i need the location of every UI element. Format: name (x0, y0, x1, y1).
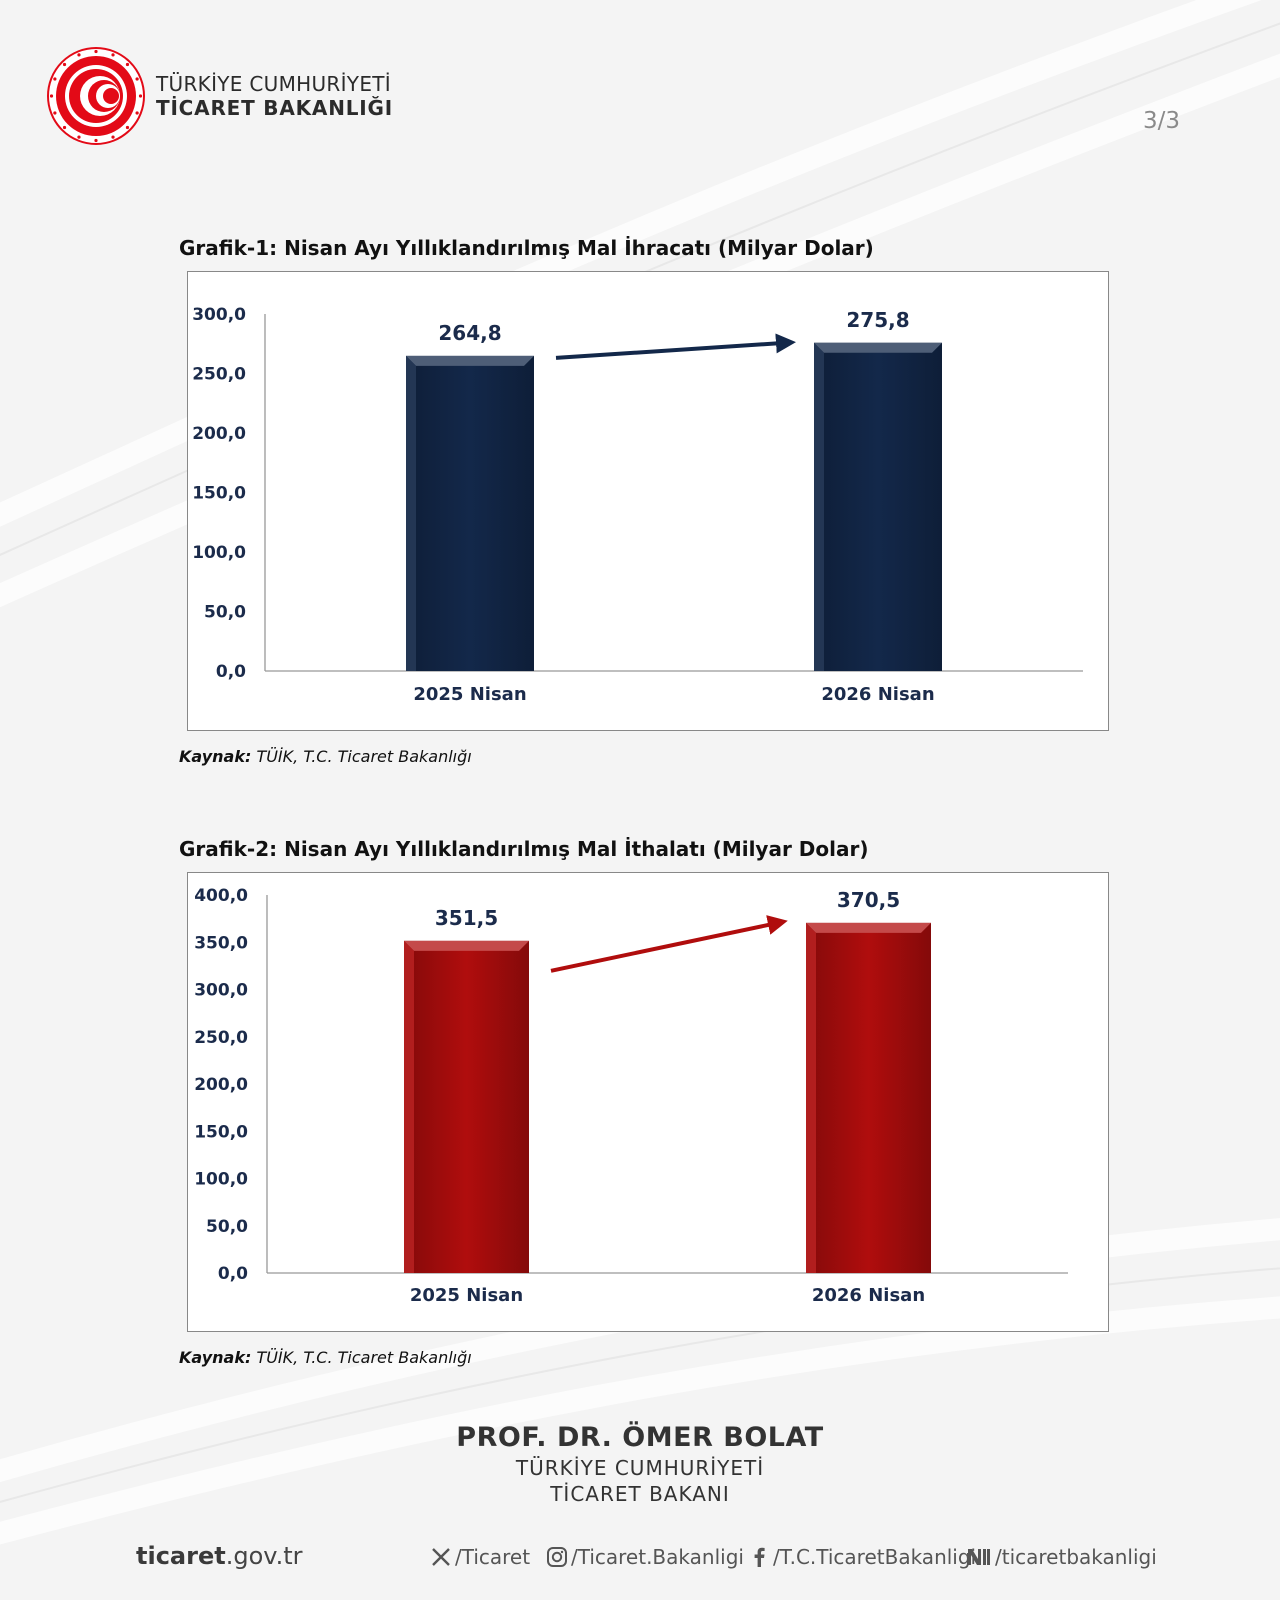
logo-star (53, 111, 57, 115)
social-label: /T.C.TicaretBakanligi (773, 1545, 977, 1569)
x-category-label: 2025 Nisan (410, 1285, 523, 1306)
y-tick-label: 0,0 (218, 1264, 248, 1284)
social-label: /Ticaret (455, 1545, 531, 1569)
bar (806, 922, 931, 1273)
y-tick-label: 0,0 (216, 662, 246, 682)
logo-star (53, 77, 57, 81)
site-rest: .gov.tr (225, 1542, 303, 1570)
trend-arrow-icon (550, 915, 788, 973)
minister-role-line1: TÜRKİYE CUMHURİYETİ (515, 1456, 765, 1480)
source-label: Kaynak: (179, 747, 252, 766)
nsosyal-icon (968, 1549, 990, 1565)
chart-2-title: Grafik-2: Nisan Ayı Yıllıklandırılmış Ma… (179, 837, 869, 861)
logo-star (77, 53, 81, 57)
social-label: /Ticaret.Bakanligi (571, 1545, 744, 1569)
org-name-line1: TÜRKİYE CUMHURİYETİ (156, 72, 391, 96)
trend-arrow-icon (555, 333, 796, 360)
footer: ticaret.gov.tr /Ticaret /Ticaret.Bakanli… (0, 1538, 1280, 1578)
ministry-header: TÜRKİYE CUMHURİYETİ TİCARET BAKANLIĞI (46, 46, 393, 146)
chart-1-title: Grafik-1: Nisan Ayı Yıllıklandırılmış Ma… (179, 236, 874, 260)
org-name-line2: TİCARET BAKANLIĞI (156, 96, 393, 120)
logo-star (49, 94, 54, 98)
chart-1-svg: 0,0 50,0 100,0 150,0 200,0 250,0 300,0 264,8 202… (192, 305, 1083, 705)
y-tick-label: 300,0 (194, 981, 248, 1001)
page-number: 3/3 (1142, 108, 1180, 134)
y-tick-label: 250,0 (194, 1028, 248, 1048)
logo-star (111, 135, 115, 139)
y-tick-label: 150,0 (192, 484, 246, 504)
bar-value-label: 370,5 (837, 888, 900, 912)
y-tick-label: 50,0 (206, 1217, 248, 1237)
x-category-label: 2025 Nisan (413, 684, 526, 705)
y-tick-label: 250,0 (192, 365, 246, 385)
social-nsosyal-link[interactable]: /ticaretbakanligi (966, 1545, 1157, 1569)
bar-value-label: 275,8 (846, 308, 909, 332)
minister-role-line2: TİCARET BAKANI (550, 1482, 730, 1506)
y-tick-label: 100,0 (192, 543, 246, 563)
source-text: TÜİK, T.C. Ticaret Bakanlığı (251, 1348, 472, 1367)
logo-star (77, 135, 81, 139)
bar-value-label: 351,5 (435, 906, 498, 930)
logo-star (138, 94, 143, 98)
logo-star (62, 62, 67, 67)
chart-1-frame: 0,0 50,0 100,0 150,0 200,0 250,0 300,0 264,8 202… (187, 271, 1109, 731)
logo-star (111, 53, 115, 57)
logo-star (94, 49, 98, 54)
minister-name: PROF. DR. ÖMER BOLAT (456, 1422, 824, 1453)
social-label: /ticaretbakanligi (995, 1545, 1157, 1569)
chart-2-svg: 0,0 50,0 100,0 150,0 200,0 250,0 300,0 350,0 400… (194, 886, 1068, 1306)
y-tick-label: 350,0 (194, 933, 248, 953)
x-category-label: 2026 Nisan (821, 684, 934, 705)
y-tick-label: 200,0 (194, 1075, 248, 1095)
logo-star (62, 125, 67, 130)
instagram-icon (547, 1547, 567, 1567)
chart-2-source: Kaynak: TÜİK, T.C. Ticaret Bakanlığı (179, 1348, 472, 1367)
bar-value-label: 264,8 (438, 321, 501, 345)
x-category-label: 2026 Nisan (812, 1285, 925, 1306)
ministry-logo-icon (47, 47, 145, 145)
logo-star (94, 138, 98, 143)
source-text: TÜİK, T.C. Ticaret Bakanlığı (251, 747, 472, 766)
website-link[interactable]: ticaret.gov.tr (136, 1542, 303, 1570)
bar (406, 355, 534, 671)
y-tick-label: 200,0 (192, 424, 246, 444)
y-tick-label: 150,0 (194, 1122, 248, 1142)
logo-star (125, 62, 130, 67)
logo-star (125, 125, 130, 130)
chart-2-frame: 0,0 50,0 100,0 150,0 200,0 250,0 300,0 350,0 400… (187, 872, 1109, 1332)
social-instagram-link[interactable]: /Ticaret.Bakanligi (546, 1545, 744, 1569)
logo-star (135, 111, 139, 115)
facebook-icon (754, 1547, 765, 1567)
social-facebook-link[interactable]: /T.C.TicaretBakanligi (748, 1545, 976, 1569)
bar (404, 940, 529, 1273)
y-tick-label: 400,0 (194, 886, 248, 906)
source-label: Kaynak: (179, 1348, 252, 1367)
y-tick-label: 300,0 (192, 305, 246, 325)
bar (814, 342, 942, 671)
chart-1-source: Kaynak: TÜİK, T.C. Ticaret Bakanlığı (179, 747, 472, 766)
x-icon (432, 1548, 450, 1566)
y-tick-label: 100,0 (194, 1170, 248, 1190)
social-x-link[interactable]: /Ticaret (430, 1545, 530, 1569)
logo-star (135, 77, 139, 81)
site-bold: ticaret (136, 1542, 226, 1570)
y-tick-label: 50,0 (204, 603, 246, 623)
